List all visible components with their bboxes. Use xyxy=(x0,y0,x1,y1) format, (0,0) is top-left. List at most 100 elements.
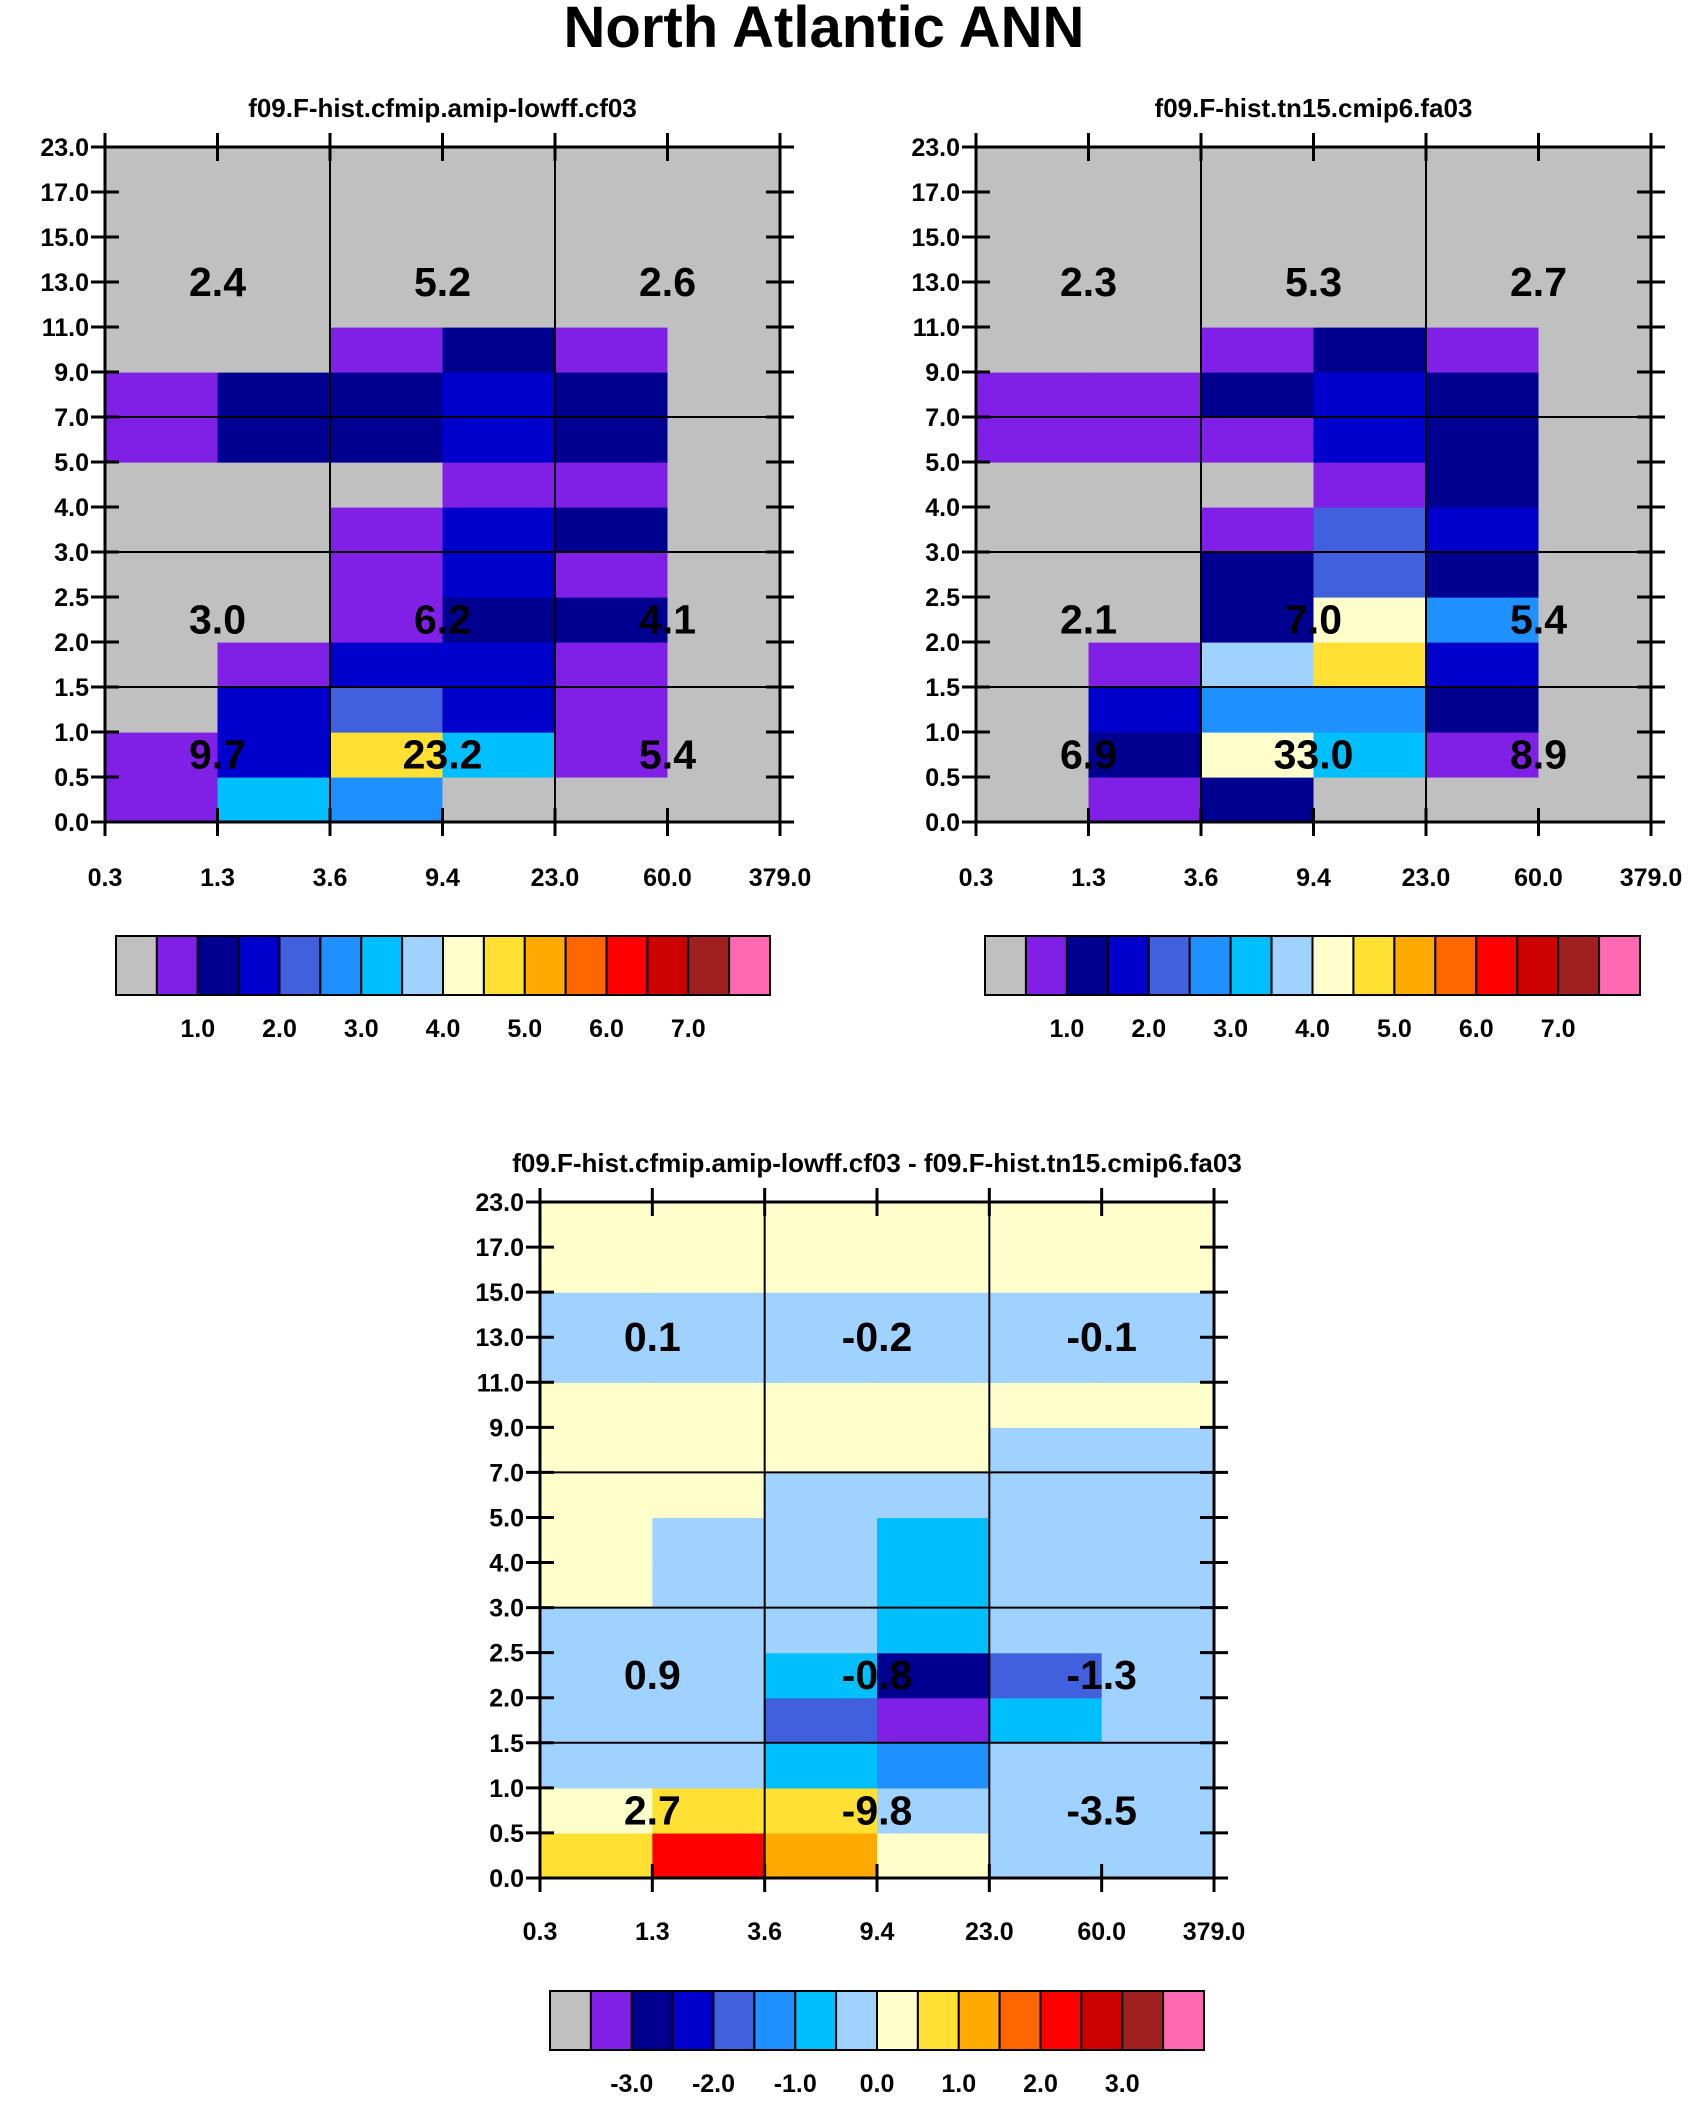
colorbar-swatch xyxy=(1311,935,1355,996)
y-tick-label: 5.0 xyxy=(925,449,960,477)
y-tick-label: 5.0 xyxy=(54,449,89,477)
histogram-cell xyxy=(764,1427,878,1473)
histogram-cell xyxy=(764,1697,878,1744)
histogram-cell xyxy=(1313,597,1427,643)
histogram-cell xyxy=(877,1787,990,1834)
colorbar-swatch xyxy=(401,935,444,996)
histogram-cell xyxy=(555,327,669,373)
box-value-label: 0.1 xyxy=(624,1314,681,1360)
x-tick-label: 0.3 xyxy=(523,1918,558,1946)
y-tick-label: 1.0 xyxy=(54,719,89,747)
histogram-cell xyxy=(976,732,1090,778)
histogram-cell xyxy=(1201,372,1315,418)
histogram-cell xyxy=(1101,1382,1215,1428)
histogram-cell xyxy=(540,1247,653,1293)
histogram-cell xyxy=(652,1517,766,1564)
histogram-cell xyxy=(540,1562,653,1609)
histogram-cell xyxy=(105,282,219,328)
histogram-cell xyxy=(1101,1607,1215,1654)
x-tick-label: 3.6 xyxy=(747,1918,782,1946)
histogram-cell xyxy=(667,462,781,508)
box-value-label: 5.3 xyxy=(1285,259,1342,305)
colorbar-label: 5.0 xyxy=(1377,1015,1412,1043)
histogram-cell xyxy=(555,552,669,598)
histogram-cell xyxy=(217,147,331,193)
histogram-cell xyxy=(1101,1697,1215,1744)
colorbar-label: 2.0 xyxy=(262,1015,297,1043)
colorbar-label: 2.0 xyxy=(1023,2070,1058,2098)
histogram-cell xyxy=(1101,1742,1215,1789)
histogram-cell xyxy=(1201,507,1315,553)
histogram-cell xyxy=(1201,462,1315,508)
histogram-cell xyxy=(877,1337,990,1383)
histogram-cell xyxy=(105,147,219,193)
histogram-cell xyxy=(330,642,444,688)
histogram-cell xyxy=(976,597,1090,643)
y-tick-label: 23.0 xyxy=(911,134,960,162)
histogram-cell xyxy=(976,507,1090,553)
y-tick-label: 0.0 xyxy=(489,1865,524,1893)
box-value-label: 6.2 xyxy=(414,597,471,643)
histogram-cell xyxy=(330,147,444,193)
y-tick-label: 17.0 xyxy=(475,1234,524,1262)
histogram-cell xyxy=(764,1472,878,1519)
histogram-cell xyxy=(976,237,1090,283)
histogram-cell xyxy=(877,1697,990,1744)
y-tick-label: 2.0 xyxy=(489,1685,524,1713)
colorbar-swatch xyxy=(712,1990,756,2051)
histogram-cell xyxy=(105,462,219,508)
histogram-cell xyxy=(1538,597,1652,643)
box-value-label: 5.4 xyxy=(639,732,696,778)
histogram-cell xyxy=(1201,552,1315,598)
histogram-cell xyxy=(442,237,556,283)
histogram-cell xyxy=(1201,417,1315,463)
histogram-cell xyxy=(667,507,781,553)
colorbar-label: 1.0 xyxy=(180,1015,215,1043)
histogram-cell xyxy=(1201,282,1315,328)
colorbar-swatch xyxy=(564,935,608,996)
box-value-label: -0.8 xyxy=(842,1652,913,1698)
histogram-cell xyxy=(1088,237,1202,283)
y-tick-label: 11.0 xyxy=(913,314,960,342)
histogram-cell xyxy=(1101,1202,1215,1248)
histogram-cell xyxy=(764,1562,878,1609)
x-tick-label: 3.6 xyxy=(313,864,348,892)
histogram-cell xyxy=(877,1382,990,1428)
histogram-cell xyxy=(1088,777,1202,823)
x-tick-label: 0.3 xyxy=(88,864,123,892)
colorbar-label: 1.0 xyxy=(941,2070,976,2098)
colorbar-swatch xyxy=(1229,935,1273,996)
colorbar-swatch xyxy=(196,935,240,996)
histogram-cell xyxy=(442,147,556,193)
histogram-cell xyxy=(442,642,556,688)
histogram-cell xyxy=(330,687,444,733)
panel-title: f09.F-hist.cfmip.amip-lowff.cf03 - f09.F… xyxy=(512,1148,1242,1178)
colorbar-swatch xyxy=(916,1990,960,2051)
y-tick-label: 7.0 xyxy=(925,404,960,432)
colorbar-swatch xyxy=(1162,1990,1205,2051)
x-tick-label: 9.4 xyxy=(1296,864,1331,892)
histogram-cell xyxy=(1101,1247,1215,1293)
box-value-label: 8.9 xyxy=(1510,732,1567,778)
colorbar-swatch xyxy=(835,1990,878,2051)
colorbar-swatch xyxy=(1080,1990,1124,2051)
histogram-cell xyxy=(989,1652,1103,1699)
histogram-cell xyxy=(330,282,444,328)
y-tick-label: 1.0 xyxy=(925,719,960,747)
x-tick-label: 1.3 xyxy=(1071,864,1106,892)
histogram-cell xyxy=(1538,462,1652,508)
histogram-cell xyxy=(540,1832,653,1879)
histogram-cell xyxy=(540,1292,653,1338)
histogram-cell xyxy=(1201,147,1315,193)
histogram-cell xyxy=(540,1202,653,1248)
histogram-cell xyxy=(667,282,781,328)
histogram-cell xyxy=(976,372,1090,418)
y-tick-label: 2.0 xyxy=(925,629,960,657)
histogram-cell xyxy=(764,1742,878,1789)
colorbar-swatch xyxy=(1434,935,1478,996)
colorbar-swatch xyxy=(728,935,771,996)
y-tick-label: 4.0 xyxy=(54,494,89,522)
box-value-label: -0.1 xyxy=(1066,1314,1137,1360)
colorbar-label: 3.0 xyxy=(1105,2070,1140,2098)
